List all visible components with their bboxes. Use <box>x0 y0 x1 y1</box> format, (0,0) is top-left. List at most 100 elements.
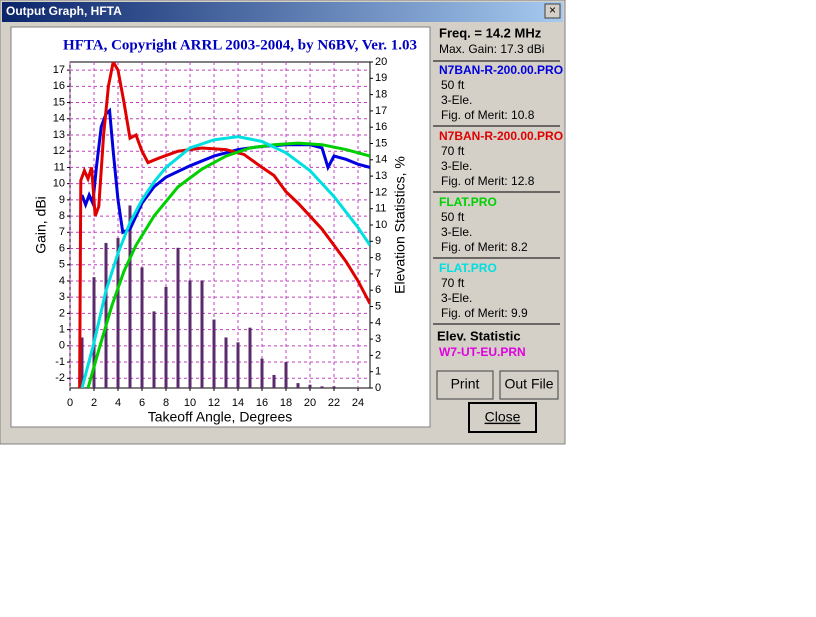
y-tick-label: 8 <box>59 210 65 222</box>
legend-elements: 3-Ele. <box>441 93 472 107</box>
gain-line <box>80 107 370 235</box>
y2-axis-label: Elevation Statistics, % <box>392 156 408 294</box>
y2-tick-label: 3 <box>375 333 381 345</box>
stat-bar <box>248 327 252 388</box>
legend-name: N7BAN-R-200.00.PRO <box>439 63 563 77</box>
side-panel: Freq. = 14.2 MHz Max. Gain: 17.3 dBi Ele… <box>433 25 563 359</box>
legend-merit: Fig. of Merit: 10.8 <box>441 108 535 122</box>
title-bar <box>2 2 563 22</box>
y2-tick-label: 8 <box>375 252 381 264</box>
stat-bar <box>176 247 180 388</box>
y2-tick-label: 15 <box>375 137 387 149</box>
out-file-button[interactable]: Out File <box>499 370 559 400</box>
stat-bar <box>320 386 324 388</box>
x-tick-label: 22 <box>328 397 340 409</box>
stat-heading: Elev. Statistic <box>437 328 521 343</box>
chart-title: HFTA, Copyright ARRL 2003-2004, by N6BV,… <box>63 37 417 53</box>
y2-tick-label: 2 <box>375 349 381 361</box>
y-tick-label: 0 <box>59 340 65 352</box>
button-frame[interactable] <box>468 402 537 433</box>
stat-file: W7-UT-EU.PRN <box>439 345 526 359</box>
y2-tick-label: 13 <box>375 170 387 182</box>
x-axis-label: Takeoff Angle, Degrees <box>148 409 293 425</box>
y-tick-label: 10 <box>53 178 65 190</box>
stat-bar <box>224 337 228 388</box>
legend-elements: 3-Ele. <box>441 291 472 305</box>
stat-bar <box>164 286 168 388</box>
legend-height: 50 ft <box>441 210 465 224</box>
x-tick-label: 4 <box>115 397 121 409</box>
legend-height: 50 ft <box>441 78 465 92</box>
stat-bar <box>332 386 336 388</box>
x-tick-label: 8 <box>163 397 169 409</box>
y2-tick-label: 5 <box>375 300 381 312</box>
y-tick-label: 13 <box>53 129 65 141</box>
y-tick-label: 7 <box>59 226 65 238</box>
stat-bar <box>212 319 216 388</box>
y-tick-label: 3 <box>59 291 65 303</box>
y2-tick-label: 4 <box>375 317 381 329</box>
x-tick-label: 24 <box>352 397 364 409</box>
close-box-frame[interactable] <box>544 3 561 19</box>
window-title: Output Graph, HFTA <box>6 4 122 18</box>
y2-tick-label: 1 <box>375 366 381 378</box>
plot-area <box>69 61 371 389</box>
x-tick-label: 2 <box>91 397 97 409</box>
x-tick-label: 12 <box>208 397 220 409</box>
close-glyph[interactable]: × <box>549 3 556 17</box>
stat-bar <box>128 205 132 388</box>
stat-bar <box>260 358 264 388</box>
legend-merit: Fig. of Merit: 9.9 <box>441 306 528 320</box>
button-label[interactable]: Close <box>485 409 521 425</box>
y2-tick-label: 9 <box>375 235 381 247</box>
y-tick-label: 15 <box>53 96 65 108</box>
legend-name: FLAT.PRO <box>439 261 497 275</box>
stat-bar <box>116 238 120 388</box>
y2-tick-label: 16 <box>375 121 387 133</box>
button-frame[interactable] <box>499 370 559 400</box>
y-tick-label: 6 <box>59 242 65 254</box>
stat-bar <box>284 361 288 388</box>
print-button[interactable]: Print <box>436 370 494 400</box>
y-tick-label: 17 <box>53 64 65 76</box>
y2-tick-label: 19 <box>375 72 387 84</box>
stat-bar <box>92 277 96 388</box>
button-frame[interactable] <box>436 370 494 400</box>
plot: -2-1012345678910111213141516170123456789… <box>53 56 388 409</box>
button-label[interactable]: Print <box>451 376 480 392</box>
y-tick-label: 9 <box>59 194 65 206</box>
stat-bar <box>308 384 312 388</box>
y2-tick-label: 7 <box>375 268 381 280</box>
max-gain: Max. Gain: 17.3 dBi <box>439 42 544 56</box>
y-axis-label: Gain, dBi <box>33 196 49 254</box>
stat-bar <box>80 337 84 388</box>
stat-bar <box>272 374 276 388</box>
legend-height: 70 ft <box>441 276 465 290</box>
close-box[interactable]: × <box>544 3 561 19</box>
button-label[interactable]: Out File <box>504 376 553 392</box>
legend-merit: Fig. of Merit: 8.2 <box>441 240 528 254</box>
y2-tick-label: 12 <box>375 186 387 198</box>
freq: Freq. = 14.2 MHz <box>439 25 542 40</box>
legend-name: FLAT.PRO <box>439 195 497 209</box>
stat-bar <box>236 342 240 388</box>
legend-height: 70 ft <box>441 144 465 158</box>
gain-line <box>78 62 370 388</box>
close-button[interactable]: Close <box>468 402 537 433</box>
x-tick-label: 16 <box>256 397 268 409</box>
y2-tick-label: 20 <box>375 56 387 68</box>
y2-tick-label: 11 <box>375 203 386 215</box>
y-tick-label: 5 <box>59 259 65 271</box>
y2-tick-label: 18 <box>375 89 387 101</box>
gain-line <box>80 135 370 388</box>
legend-name: N7BAN-R-200.00.PRO <box>439 129 563 143</box>
stat-bar <box>188 280 192 388</box>
x-tick-label: 20 <box>304 397 316 409</box>
x-tick-label: 0 <box>67 397 73 409</box>
legend-merit: Fig. of Merit: 12.8 <box>441 174 535 188</box>
y-tick-label: 14 <box>53 113 65 125</box>
y-tick-label: 4 <box>59 275 65 287</box>
legend-elements: 3-Ele. <box>441 225 472 239</box>
y-tick-label: -2 <box>55 372 65 384</box>
